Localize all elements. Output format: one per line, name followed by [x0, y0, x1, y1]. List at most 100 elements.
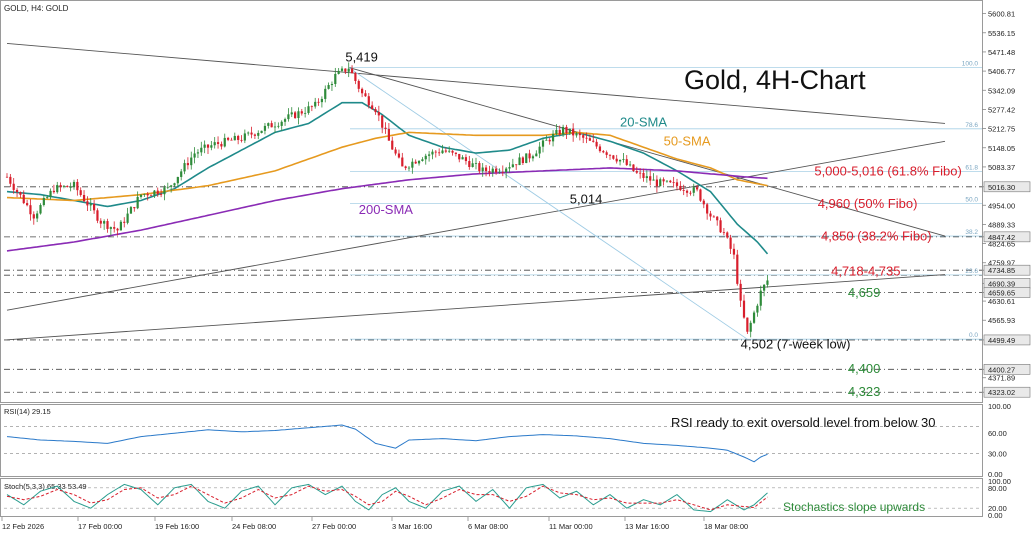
candles-layer — [5, 62, 769, 338]
time-tick-label: 19 Feb 16:00 — [155, 522, 199, 531]
time-tick-label: 17 Feb 00:00 — [78, 522, 122, 531]
candle-body — [320, 98, 323, 103]
candle-body — [377, 112, 380, 116]
price-tick-label: 5083.37 — [988, 163, 1015, 172]
candle-body — [200, 147, 203, 153]
candle-body — [558, 129, 561, 135]
candle-body — [625, 159, 628, 165]
candle-body — [662, 179, 665, 182]
candle-body — [283, 119, 287, 122]
candle-body — [756, 305, 759, 313]
candle-body — [397, 153, 401, 158]
candle-body — [263, 125, 267, 131]
candle-body — [438, 152, 441, 154]
candle-body — [210, 145, 213, 148]
candle-body — [528, 153, 531, 159]
annotation-label: 4,960 (50% Fibo) — [818, 196, 918, 211]
candle-body — [414, 161, 417, 164]
candle-body — [22, 194, 25, 204]
candle-body — [250, 132, 253, 135]
annotation-label: 5,014 — [570, 191, 603, 206]
candle-body — [575, 133, 578, 136]
rsi-panel-frame — [0, 404, 983, 477]
price-tick-label: 4847.42 — [988, 233, 1015, 242]
candle-body — [82, 195, 86, 202]
candle-body — [605, 152, 608, 155]
candle-body — [260, 130, 263, 133]
annotation-label: 4,323 — [848, 384, 881, 399]
candle-body — [253, 134, 256, 136]
candle-body — [387, 129, 390, 141]
candle-body — [568, 128, 571, 133]
candle-body — [233, 135, 236, 141]
price-tick-label: 4630.61 — [988, 297, 1015, 306]
price-tick-label: 4824.65 — [988, 240, 1015, 249]
candle-body — [116, 228, 119, 231]
candle-body — [237, 135, 240, 140]
time-tick-label: 3 Mar 16:00 — [392, 522, 432, 531]
price-tick-label: 4400.27 — [988, 365, 1015, 374]
panel-note: Stochastics slope upwards — [783, 500, 925, 514]
candle-body — [454, 152, 457, 154]
candle-body — [129, 207, 133, 214]
candle-body — [682, 190, 685, 191]
price-tick-label: 4323.02 — [988, 388, 1015, 397]
annotation-label: 4,718-4,735 — [831, 263, 900, 278]
price-tick-label: 5212.75 — [988, 125, 1015, 134]
candle-body — [26, 203, 29, 206]
panel-note: RSI ready to exit oversold level from be… — [671, 415, 935, 430]
candle-body — [739, 283, 742, 301]
trendline-rising-upper — [6, 140, 946, 311]
candle-body — [294, 112, 297, 119]
price-tick-label: 5471.48 — [988, 48, 1015, 57]
fibo-label: 38.2 — [965, 229, 978, 236]
candle-body — [538, 146, 541, 154]
candle-body — [290, 112, 293, 115]
candle-body — [675, 182, 679, 186]
candle-body — [280, 121, 283, 126]
annotation-label: 200-SMA — [359, 202, 414, 217]
candle-body — [180, 171, 183, 177]
time-tick-label: 18 Mar 08:00 — [704, 522, 748, 531]
annotation-label: 4,850 (38.2% Fibo) — [821, 229, 932, 244]
candle-body — [401, 157, 404, 167]
candle-body — [505, 168, 508, 173]
candle-body — [76, 181, 79, 191]
price-tag-box — [983, 334, 1031, 346]
annotation-label: 4,659 — [848, 285, 881, 300]
price-tick-label: 4371.89 — [988, 374, 1015, 383]
price-tag-box — [983, 386, 1031, 398]
panel-label: Stoch(5,3,3) 65.33 53.49 — [4, 482, 87, 491]
candle-body — [434, 151, 437, 153]
candle-body — [608, 154, 612, 156]
candle-body — [220, 143, 223, 147]
candle-body — [273, 126, 277, 128]
ma-line-20-SMA — [6, 101, 769, 255]
price-tick-label: 5600.81 — [988, 10, 1015, 19]
candle-body — [689, 192, 692, 194]
candle-body — [86, 201, 89, 206]
candle-body — [578, 133, 581, 136]
candle-body — [541, 140, 545, 147]
candle-body — [411, 161, 414, 168]
annotation-label: 4,502 (7-week low) — [741, 337, 851, 352]
candle-body — [270, 123, 273, 128]
candle-body — [29, 205, 32, 215]
candle-body — [508, 167, 511, 169]
candle-body — [595, 141, 598, 147]
candle-body — [56, 184, 59, 193]
candle-body — [72, 181, 76, 187]
time-tick-label: 12 Feb 2026 — [2, 522, 44, 531]
candle-body — [491, 168, 494, 173]
candle-body — [133, 207, 136, 209]
symbol-label: GOLD, H4: GOLD — [4, 4, 69, 13]
candle-body — [588, 138, 591, 141]
candle-body — [384, 127, 387, 130]
rsi-panel: RSI(14) 29.15 100.00 60.00 30.00 0.00 RSI rea… — [4, 402, 1011, 479]
candle-body — [495, 168, 498, 173]
panel-tick-label: 60.00 — [988, 429, 1007, 438]
candle-body — [287, 114, 290, 120]
candle-body — [113, 227, 116, 229]
candle-body — [451, 150, 454, 153]
